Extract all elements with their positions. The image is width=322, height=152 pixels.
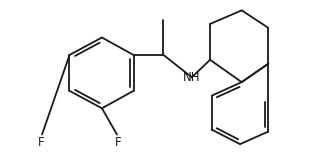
Text: NH: NH	[183, 71, 201, 84]
Text: F: F	[115, 136, 122, 149]
Text: F: F	[37, 136, 44, 149]
